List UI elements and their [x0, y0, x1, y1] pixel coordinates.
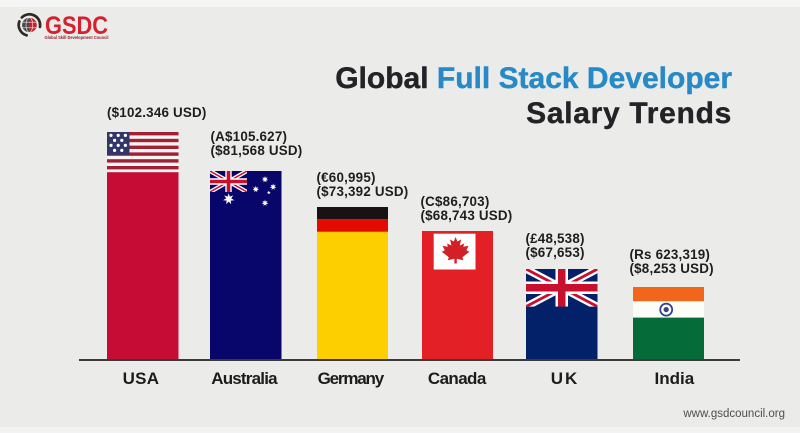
- svg-text:GSDC: GSDC: [45, 12, 108, 40]
- svg-text:Global Skill Development Counc: Global Skill Development Council: [45, 35, 109, 40]
